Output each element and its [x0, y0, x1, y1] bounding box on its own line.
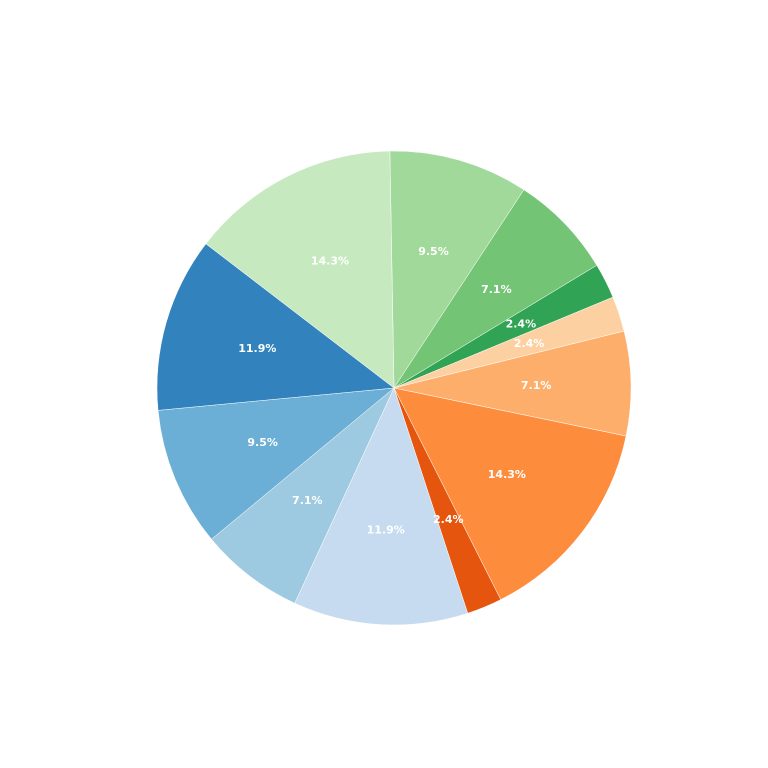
slice-label-9: 7.1% — [292, 494, 323, 507]
pie-labels: 9.5% 7.1% 2.4% 2.4% 7.1% 14.3% 2.4% 11.9% 7.1% 9.… — [238, 245, 551, 537]
slice-label-3: 2.4% — [506, 317, 537, 330]
slice-label-8: 11.9% — [367, 523, 405, 536]
slice-label-10: 9.5% — [247, 436, 278, 449]
pie-slices — [156, 150, 632, 626]
pie-slice-10 — [157, 387, 395, 540]
pie-slice-1 — [389, 150, 525, 389]
pie-slice-9 — [211, 387, 395, 604]
slice-label-2: 7.1% — [481, 283, 512, 296]
pie-slice-2 — [393, 189, 598, 389]
slice-label-11: 11.9% — [238, 342, 276, 355]
pie-slice-11 — [156, 243, 395, 411]
slice-label-5: 7.1% — [521, 379, 552, 392]
pie-slice-5 — [393, 330, 632, 437]
slice-label-12: 14.3% — [311, 255, 349, 268]
pie-slice-8 — [294, 387, 469, 626]
pie-slice-12 — [205, 150, 395, 389]
slice-label-4: 2.4% — [514, 337, 545, 350]
slice-label-6: 14.3% — [488, 468, 526, 481]
slice-label-1: 9.5% — [418, 245, 449, 258]
slice-label-7: 2.4% — [433, 513, 464, 526]
pie-slice-6 — [393, 387, 627, 600]
